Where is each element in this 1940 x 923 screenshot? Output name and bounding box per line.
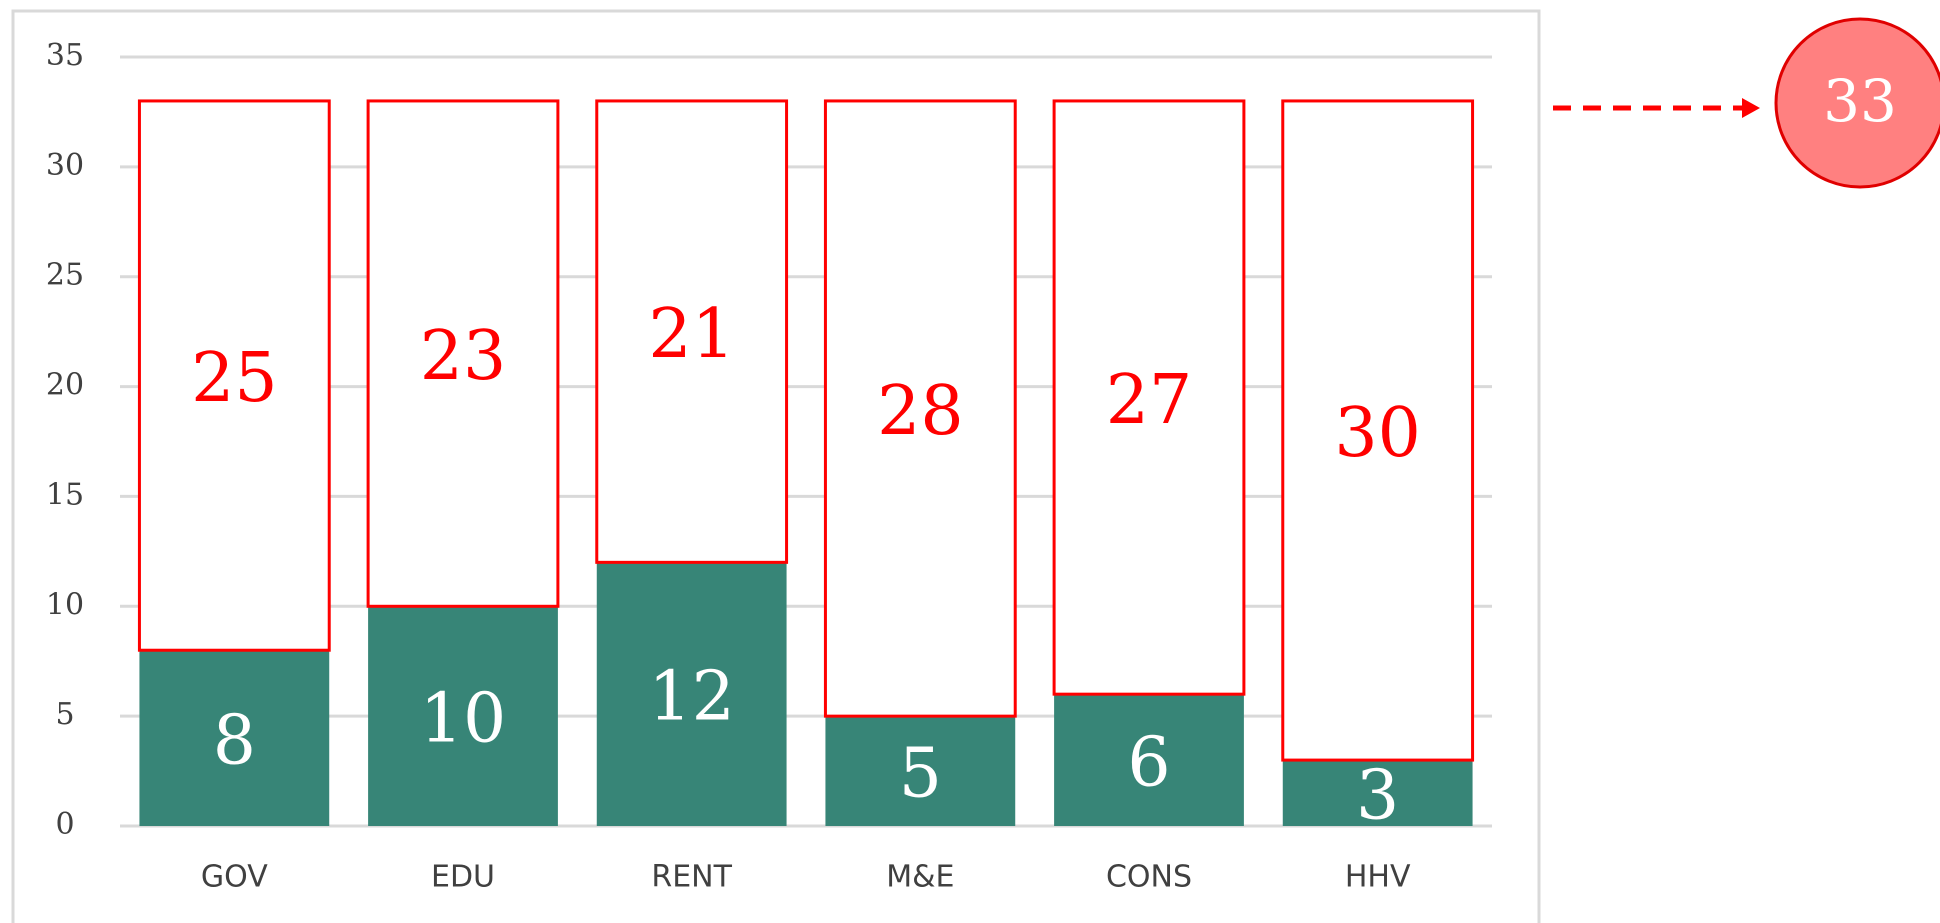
y-tick-label: 0 [55, 807, 74, 842]
bar-segment [1281, 99, 1475, 762]
y-tick-label: 15 [46, 477, 84, 512]
data-label: 5 [899, 735, 942, 814]
x-tick-label: HHV [1345, 860, 1411, 895]
data-label: 21 [648, 295, 735, 374]
bar-segment [137, 99, 331, 652]
data-label: 30 [1334, 394, 1421, 473]
data-label: 28 [877, 372, 964, 451]
chart-frame [11, 9, 1541, 923]
data-label: 23 [420, 317, 507, 396]
y-tick-label: 25 [46, 258, 84, 293]
data-label: 3 [1356, 757, 1399, 836]
y-tick-label: 5 [55, 697, 74, 732]
y-tick-label: 35 [46, 38, 84, 73]
total-label: 33 [1823, 67, 1897, 135]
bar-segment [595, 99, 789, 564]
arrow-head [1742, 98, 1760, 118]
total-circle [1774, 17, 1940, 189]
data-label: 8 [213, 702, 256, 781]
bar-segment [823, 99, 1017, 718]
x-tick-label: GOV [201, 860, 268, 895]
y-tick-label: 10 [46, 587, 84, 622]
x-tick-label: M&E [886, 860, 954, 895]
bar-segment [1054, 694, 1244, 826]
bar-segment [596, 562, 787, 826]
data-label: 6 [1127, 724, 1170, 803]
bar-segment [825, 716, 1016, 826]
bar-segment [366, 99, 560, 608]
x-tick-label: RENT [651, 860, 732, 895]
bar-segment [1282, 760, 1473, 826]
data-label: 25 [191, 339, 278, 418]
x-tick-label: EDU [431, 860, 495, 895]
x-tick-label: CONS [1106, 860, 1192, 895]
data-label: 10 [420, 680, 507, 759]
y-tick-label: 30 [46, 148, 84, 183]
y-tick-label: 20 [46, 368, 84, 403]
bar-segment [368, 606, 558, 826]
data-label: 12 [648, 658, 735, 737]
bar-segment [139, 650, 330, 826]
data-label: 27 [1106, 361, 1193, 440]
bar-segment [1052, 99, 1246, 696]
